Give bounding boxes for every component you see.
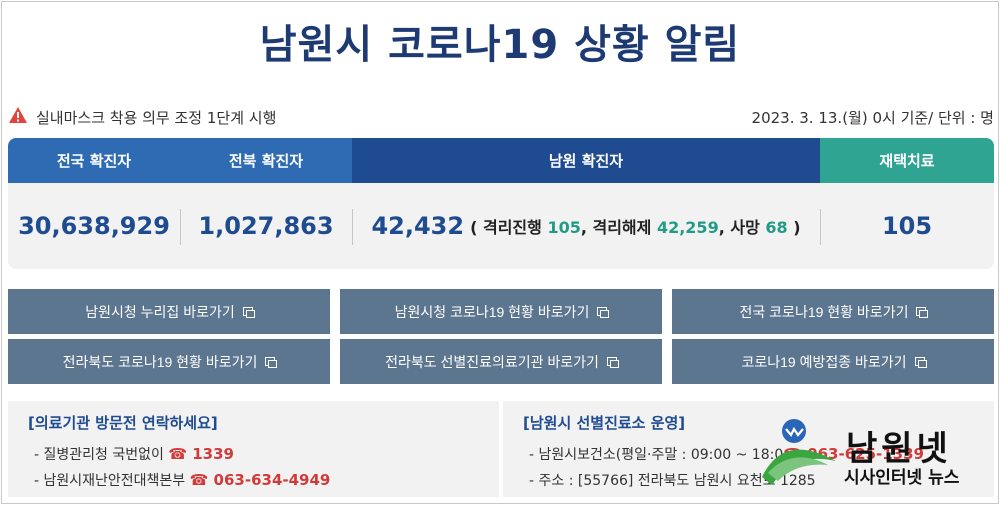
link-label: 전라북도 선별진료의료기관 바로가기 <box>385 353 599 370</box>
home-treatment-header: 재택치료 <box>820 138 994 183</box>
clinic-hours: - 남원시보건소(평일·주말 : 09:00 ~ 18:0 <box>529 447 784 463</box>
medical-contact-line: - 남원시재난안전대책본부 ☎ 063-634-4949 <box>34 470 330 490</box>
death-label: , 사망 <box>718 218 760 237</box>
link-jeonbuk-covid-status[interactable]: 전라북도 코로나19 현황 바로가기 <box>8 339 330 384</box>
logo-mark-icon <box>762 419 836 485</box>
logo-subtitle: 시사인터넷 뉴스 <box>844 468 960 488</box>
medical-contact-panel: [의료기관 방문전 연락하세요] - 질병관리청 국번없이 ☎ 1339 - 남… <box>8 401 499 497</box>
link-jeonbuk-screening-clinics[interactable]: 전라북도 선별진료의료기관 바로가기 <box>340 339 662 384</box>
divider <box>352 209 353 245</box>
medical-contact-title: [의료기관 방문전 연락하세요] <box>28 414 218 432</box>
detail-close: ) <box>793 218 801 237</box>
home-treatment-value: 105 <box>881 212 933 240</box>
external-link-icon <box>265 357 278 368</box>
page-title: 남원시 코로나19 상황 알림 <box>259 22 741 68</box>
namwon-detail: ( 격리진행 105, 격리해제 42,259, 사망 68 ) <box>470 214 800 238</box>
divider <box>180 209 181 245</box>
notice-row: 실내마스크 착용 의무 조정 1단계 시행 2023. 3. 13.(월) 0시… <box>8 104 994 128</box>
link-label: 전국 코로나19 현황 바로가기 <box>739 303 909 320</box>
namwon-header: 남원 확진자 <box>352 138 820 183</box>
external-link-icon <box>242 307 255 318</box>
date-basis: 2023. 3. 13.(월) 0시 기준/ 단위 : 명 <box>751 109 994 127</box>
jeonbuk-header: 전북 확진자 <box>180 138 352 183</box>
isolating-count: 105 <box>547 218 581 237</box>
stats-panel: 전국 확진자 전북 확진자 남원 확진자 재택치료 30,638,929 1,0… <box>8 138 994 269</box>
link-label: 남원시청 코로나19 현황 바로가기 <box>394 303 590 320</box>
phone-number[interactable]: ☎ 063-634-4949 <box>189 471 331 489</box>
link-label: 남원시청 누리집 바로가기 <box>85 303 235 320</box>
link-namwon-homepage[interactable]: 남원시청 누리집 바로가기 <box>8 289 330 334</box>
notice-text: 실내마스크 착용 의무 조정 1단계 시행 <box>36 109 277 127</box>
external-link-icon <box>916 307 929 318</box>
death-count: 68 <box>765 218 788 237</box>
link-label: 코로나19 예방접종 바로가기 <box>741 353 907 370</box>
jeonbuk-value: 1,027,863 <box>198 212 334 240</box>
divider <box>820 209 821 245</box>
warning-icon <box>8 106 28 128</box>
released-count: 42,259 <box>656 218 719 237</box>
national-value: 30,638,929 <box>18 212 170 240</box>
released-label: , 격리해제 <box>580 218 652 237</box>
detail-open: ( 격리진행 <box>470 218 542 237</box>
logo-name: 남원넷 <box>846 429 952 469</box>
contact-label: - 남원시재난안전대책본부 <box>34 473 186 489</box>
external-link-icon <box>914 357 927 368</box>
screening-clinic-panel: [남원시 선별진료소 운영] - 남원시보건소(평일·주말 : 09:00 ~ … <box>503 401 994 497</box>
contact-label: - 질병관리청 국번없이 <box>34 447 164 463</box>
link-namwon-covid-status[interactable]: 남원시청 코로나19 현황 바로가기 <box>340 289 662 334</box>
screening-clinic-title: [남원시 선별진료소 운영] <box>523 414 686 432</box>
phone-number[interactable]: ☎ 1339 <box>168 445 234 463</box>
link-label: 전라북도 코로나19 현황 바로가기 <box>62 353 258 370</box>
link-national-covid-status[interactable]: 전국 코로나19 현황 바로가기 <box>672 289 994 334</box>
namwon-cell: 42,432 ( 격리진행 105, 격리해제 42,259, 사망 68 ) <box>352 183 820 269</box>
external-link-icon <box>597 307 610 318</box>
namwon-value: 42,432 <box>371 212 465 240</box>
medical-contact-line: - 질병관리청 국번없이 ☎ 1339 <box>34 444 234 464</box>
national-header: 전국 확진자 <box>8 138 180 183</box>
link-vaccination[interactable]: 코로나19 예방접종 바로가기 <box>672 339 994 384</box>
clinic-address-line: - 주소 : [55766] 전라북도 남원시 요천로 1285 <box>529 473 816 489</box>
namwon-net-logo: 남원넷 시사인터넷 뉴스 <box>758 415 994 495</box>
external-link-icon <box>606 357 619 368</box>
